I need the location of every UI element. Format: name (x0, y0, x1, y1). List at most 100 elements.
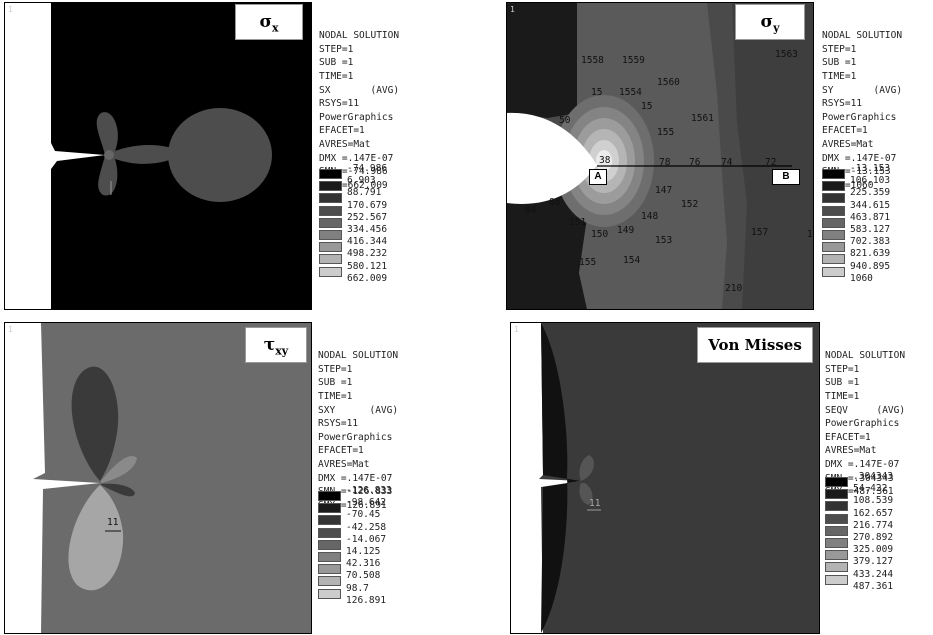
legend-header-line: AVRES=Mat (318, 458, 370, 470)
panel-title-sy: σy (735, 4, 805, 40)
legend-header-line: PowerGraphics (318, 431, 393, 443)
node-label: 153 (655, 235, 673, 246)
scale-swatch (318, 564, 341, 575)
node-label: 88 (549, 197, 561, 208)
legend-header-line: SX (AVG) (319, 84, 400, 96)
sx-contour-graphic (5, 3, 272, 309)
legend-header: NODAL SOLUTION STEP=1 SUB =1 TIME=1 SXY (AVG… (318, 349, 458, 512)
scale-swatch (318, 491, 341, 501)
scale-value: 344.615 (850, 199, 891, 211)
scale-swatch (318, 576, 341, 587)
scale-swatch (822, 217, 845, 228)
legend-header-line: NODAL SOLUTION (825, 350, 906, 362)
scale-swatch (319, 169, 342, 179)
title-text: Von Misses (708, 336, 802, 354)
scale-value: 487.361 (853, 580, 894, 592)
scale-value: 216.774 (853, 519, 894, 531)
scale-value: 162.657 (853, 507, 894, 519)
node-label: 1560 (657, 77, 680, 88)
legend-header-line: SUB =1 (822, 57, 857, 69)
node-label: 1558 (581, 55, 604, 66)
scale-swatch (319, 242, 342, 253)
legend-header-line: STEP=1 (318, 363, 353, 375)
legend-header-line: SXY (AVG) (318, 404, 399, 416)
corner-number: 1 (8, 5, 13, 14)
scale-value: 325.009 (853, 544, 894, 556)
scale-swatch (822, 254, 845, 265)
panel-title-seqv: Von Misses (697, 327, 813, 363)
node-label: 147 (655, 185, 673, 196)
scale-value: -42.258 (346, 521, 387, 533)
node-label: 157 (751, 227, 769, 238)
scale-value: -98.642 (346, 497, 387, 509)
legend-header-line: TIME=1 (319, 70, 354, 82)
legend-header-line: RSYS=11 (822, 98, 863, 110)
scale-swatch (318, 527, 341, 538)
node-label: 15 (641, 101, 653, 112)
legend-seqv: NODAL SOLUTION STEP=1 SUB =1 TIME=1 SEQV (AV… (825, 322, 933, 622)
scale-value: 98.7 (346, 582, 369, 594)
scale-swatch (822, 169, 845, 179)
scale-value: 6.903 (347, 175, 376, 187)
panel-sy: 1 σy A B 1558 1559 1563 1560 15 1554 15 1561 50 1… (505, 0, 933, 317)
node-label: 11 (589, 498, 601, 509)
node-label: 50 (559, 115, 571, 126)
legend-header-line: STEP=1 (319, 43, 354, 55)
scale-swatch (319, 181, 342, 192)
node-label: 154 (623, 255, 641, 266)
legend-header-line: SEQV (AVG) (825, 404, 906, 416)
contour-plot-sxy: 1 τxy 11 (4, 322, 312, 634)
scale-swatch (319, 254, 342, 265)
legend-header-line: TIME=1 (822, 70, 857, 82)
scale-value: 126.891 (346, 594, 387, 606)
corner-number: 1 (510, 5, 515, 14)
scale-value: -14.067 (346, 533, 387, 545)
scale-value: 940.895 (850, 260, 891, 272)
node-label: 78 (659, 157, 671, 168)
title-subscript: y (773, 21, 780, 35)
legend-header-line: DMX =.147E-07 (822, 152, 897, 164)
scale-value: 662.009 (347, 272, 388, 284)
scale-value: 225.359 (850, 187, 891, 199)
scale-swatch (319, 217, 342, 228)
legend-header-line: RSYS=11 (318, 418, 359, 430)
scale-value: 108.539 (853, 495, 894, 507)
contour-plot-sx: 1 σx (4, 2, 312, 310)
seqv-contour-graphic (511, 323, 819, 633)
scale-swatch (822, 230, 845, 240)
scale-value: 252.567 (347, 211, 388, 223)
panel-title-sxy: τxy (245, 327, 307, 363)
legend-header-line: PowerGraphics (319, 111, 394, 123)
scale-value: 334.456 (347, 224, 388, 235)
legend-sx: NODAL SOLUTION STEP=1 SUB =1 TIME=1 SX (AVG)… (319, 2, 459, 302)
title-subscript: x (271, 21, 279, 35)
legend-header-line: EFACET=1 (318, 445, 364, 457)
scale-swatch (318, 503, 341, 514)
legend-header: NODAL SOLUTION STEP=1 SUB =1 TIME=1 SY (AVG)… (822, 29, 933, 192)
scale-value: 379.127 (853, 556, 894, 568)
legend-header-line: EFACET=1 (822, 125, 868, 137)
title-symbol: σ (760, 12, 774, 32)
scale-value: 170.679 (347, 199, 388, 211)
node-label: 152 (681, 199, 699, 210)
legend-header-line: SY (AVG) (822, 84, 903, 96)
scale-swatch (319, 230, 342, 240)
scale-value: 580.121 (347, 260, 388, 272)
scale-swatch (825, 550, 848, 561)
scale-value: 54.422 (853, 483, 888, 495)
scale-swatch (318, 552, 341, 562)
legend-header-line: DMX =.147E-07 (319, 152, 394, 164)
legend-header-line: PowerGraphics (822, 111, 897, 123)
legend-header-line: DMX =.147E-07 (825, 458, 900, 470)
scale-swatch (318, 515, 341, 526)
scale-swatch (319, 205, 342, 216)
scale-value: 416.344 (347, 236, 388, 248)
legend-header-line: NODAL SOLUTION (319, 30, 400, 42)
path-start-label: A (589, 169, 607, 185)
legend-header-line: AVRES=Mat (822, 138, 874, 150)
path-end-label: B (772, 169, 800, 185)
scale-value: 821.639 (850, 248, 891, 260)
legend-header-line: NODAL SOLUTION (318, 350, 399, 362)
scale-value: 270.892 (853, 532, 894, 543)
scale-swatch (825, 513, 848, 524)
